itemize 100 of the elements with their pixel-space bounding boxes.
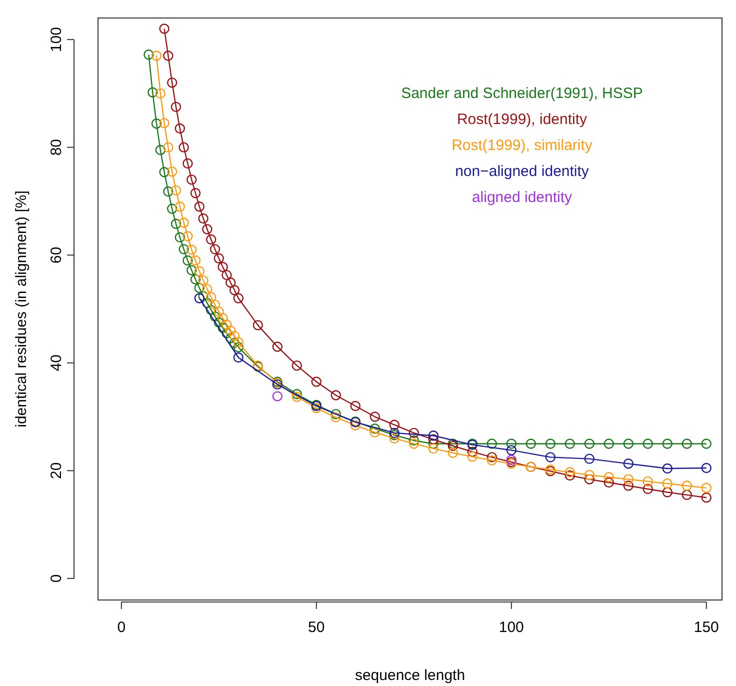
point <box>623 480 634 491</box>
point <box>564 470 575 481</box>
point <box>662 438 672 449</box>
point <box>159 118 170 128</box>
x-tick-label: 100 <box>498 619 524 636</box>
point <box>604 472 614 482</box>
point <box>163 50 174 61</box>
point <box>174 123 185 134</box>
x-tick-label: 0 <box>117 619 126 636</box>
point <box>151 118 162 129</box>
point <box>170 102 182 112</box>
point <box>186 244 197 255</box>
point <box>389 428 400 438</box>
point <box>194 282 204 294</box>
point <box>623 474 634 484</box>
point <box>682 480 692 491</box>
point <box>526 438 536 449</box>
point <box>662 463 672 474</box>
point <box>233 352 244 363</box>
point <box>186 265 197 276</box>
point <box>159 24 170 34</box>
point <box>214 317 224 328</box>
point <box>194 293 204 304</box>
point <box>428 443 438 454</box>
text: Sander and Schneider(1991), HSSP <box>401 85 643 102</box>
point <box>229 330 240 342</box>
point <box>222 270 232 280</box>
point <box>272 342 282 352</box>
point <box>623 458 634 469</box>
point <box>210 311 220 322</box>
point <box>642 484 653 494</box>
point <box>202 284 212 294</box>
point <box>370 424 380 434</box>
point <box>218 262 228 272</box>
point <box>408 438 419 449</box>
y-axis-title: identical residues (in alignment) [%] <box>13 190 30 428</box>
point <box>604 477 614 488</box>
y-tick-label: 100 <box>48 27 65 52</box>
point <box>389 420 400 430</box>
point <box>151 50 162 61</box>
point <box>167 166 178 177</box>
point <box>210 300 220 310</box>
point <box>182 255 193 266</box>
point <box>330 408 341 420</box>
point <box>206 304 216 316</box>
point <box>428 430 438 441</box>
point <box>233 293 244 304</box>
text: aligned identity <box>472 189 573 206</box>
point <box>194 202 204 212</box>
text: non−aligned identity <box>455 163 590 180</box>
point <box>214 253 224 264</box>
point <box>545 438 556 449</box>
point <box>389 430 400 440</box>
point <box>584 474 594 484</box>
point <box>330 412 341 422</box>
point <box>163 186 174 197</box>
point <box>174 232 185 242</box>
point <box>486 455 497 466</box>
point <box>642 476 653 487</box>
point <box>545 452 556 462</box>
point <box>292 389 302 400</box>
point <box>222 320 232 330</box>
point <box>170 185 182 196</box>
point <box>229 338 240 348</box>
y-tick-label: 80 <box>48 138 65 156</box>
point <box>198 275 208 286</box>
point <box>170 218 182 229</box>
point <box>408 435 419 446</box>
point <box>190 188 201 198</box>
y-tick-label: 0 <box>48 574 65 583</box>
point <box>198 290 208 302</box>
point <box>330 390 341 400</box>
point <box>584 470 594 480</box>
point <box>155 144 166 156</box>
point <box>389 433 400 444</box>
point <box>163 142 174 152</box>
point <box>202 224 212 234</box>
point <box>167 204 178 214</box>
point <box>311 403 322 414</box>
point <box>408 428 419 438</box>
x-tick-label: 150 <box>694 619 719 636</box>
point <box>486 438 497 449</box>
point <box>190 274 201 284</box>
point <box>428 438 438 449</box>
point <box>682 490 692 500</box>
point <box>370 412 380 422</box>
point <box>198 213 208 224</box>
point <box>292 392 302 402</box>
text: Rost(1999), similarity <box>452 137 593 154</box>
point <box>174 202 185 212</box>
point <box>229 285 240 296</box>
point <box>701 492 712 503</box>
y-tick-label: 60 <box>48 246 65 264</box>
point <box>623 438 634 449</box>
x-axis-title: sequence length <box>354 667 466 684</box>
point <box>144 50 154 60</box>
point <box>682 438 692 449</box>
point <box>206 234 216 245</box>
point <box>214 306 224 317</box>
point <box>155 88 166 99</box>
